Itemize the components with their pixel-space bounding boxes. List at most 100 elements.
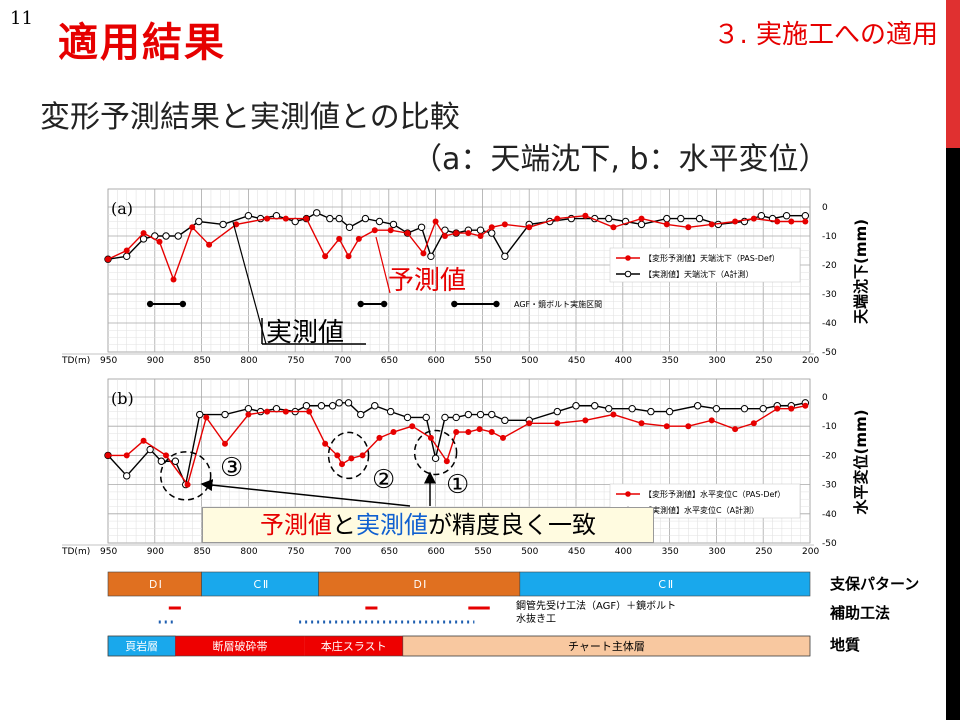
chart-b-series-point-0 bbox=[663, 423, 670, 430]
chart-a-range-end bbox=[179, 300, 187, 308]
chart-a-series-point-0 bbox=[206, 241, 213, 248]
chart-a-panel-label: (a) bbox=[111, 199, 133, 218]
chart-a-series-point-1 bbox=[488, 229, 496, 237]
chart-b-series-point-0 bbox=[774, 405, 781, 412]
geology-segment-label: チャート主体層 bbox=[568, 639, 645, 653]
chart-b-y-tick: -50 bbox=[822, 539, 837, 549]
chart-a-legend bbox=[609, 247, 801, 283]
chart-b-series-point-0 bbox=[334, 452, 341, 459]
agreement-text-3: 実測値 bbox=[356, 511, 428, 539]
chart-b-x-tick: 450 bbox=[568, 547, 585, 557]
chart-a-series-point-0 bbox=[233, 221, 240, 228]
measured-callout-line bbox=[232, 221, 267, 345]
chart-a-series-point-1 bbox=[174, 232, 182, 240]
chart-b-series-point-1 bbox=[403, 413, 412, 422]
chart-b-series-point-1 bbox=[693, 402, 702, 410]
page-title: 適用結果 bbox=[58, 20, 226, 66]
chart-b-series-point-1 bbox=[386, 407, 395, 416]
chart-a-series-point-0 bbox=[663, 221, 670, 228]
chart-a-legend-marker bbox=[624, 270, 632, 278]
chart-a-x-tick: 750 bbox=[287, 356, 304, 366]
geology-segment-label: 本庄スラスト bbox=[321, 639, 387, 653]
chart-a-range-end bbox=[357, 300, 364, 308]
chart-b-series-point-0 bbox=[443, 458, 450, 465]
chart-b-y-tick: 0 bbox=[822, 393, 828, 403]
chart-a-series-point-1 bbox=[663, 214, 671, 223]
chart-a-series-point-0 bbox=[708, 221, 715, 228]
chart-b-series-point-0 bbox=[123, 452, 130, 459]
chart-a-series-point-1 bbox=[757, 212, 766, 220]
chart-b-x-tick: 300 bbox=[708, 547, 725, 557]
chart-a-series-point-0 bbox=[140, 230, 147, 237]
chart-b-series-point-0 bbox=[708, 417, 715, 424]
chart-a-series-point-0 bbox=[554, 215, 561, 222]
chart-a-series-point-1 bbox=[417, 223, 426, 232]
chart-a-series-point-0 bbox=[477, 233, 484, 239]
chart-b-x-tick: 750 bbox=[287, 547, 304, 557]
chart-b-series-point-0 bbox=[105, 452, 111, 459]
subtitle-line-2: （a：天端沈下, b：水平変位） bbox=[412, 142, 829, 177]
chart-b-series-point-1 bbox=[157, 457, 166, 465]
chart-a-series-point-1 bbox=[244, 212, 253, 220]
chart-b-series-point-1 bbox=[572, 402, 580, 410]
chart-b-series-point-0 bbox=[453, 429, 460, 436]
chart-a-series-point-0 bbox=[441, 233, 448, 239]
chart-a-series-point-1 bbox=[361, 214, 370, 223]
chart-b-series-point-0 bbox=[685, 423, 692, 430]
chart-a-y-tick: -10 bbox=[822, 232, 837, 242]
chart-b-series-point-0 bbox=[582, 417, 589, 424]
agreement-callout: 予測値と実測値が精度良く一致 bbox=[202, 507, 654, 543]
chart-a-series-point-1 bbox=[501, 252, 509, 260]
chart-a-series-point-0 bbox=[345, 253, 352, 260]
chart-a-series-point-0 bbox=[501, 221, 508, 228]
chart-b-series-point-0 bbox=[306, 408, 313, 415]
chart-a-x-tick: 800 bbox=[240, 356, 257, 366]
chart-b-x-tick: 200 bbox=[802, 547, 819, 557]
accent-bar-black bbox=[946, 148, 960, 720]
chart-a-series-point-0 bbox=[303, 215, 310, 222]
chart-b-series-point-0 bbox=[499, 434, 506, 441]
support-segment-label: ＤⅠ bbox=[148, 578, 162, 591]
chart-b-x-tick: 350 bbox=[662, 547, 679, 557]
chart-b-series-point-1 bbox=[344, 399, 353, 407]
chart-a-y-tick: -50 bbox=[822, 348, 837, 358]
chart-b-x-tick: 600 bbox=[428, 547, 445, 557]
chart-a-range-end bbox=[146, 300, 154, 308]
chart-a-series-point-0 bbox=[802, 218, 809, 225]
chart-b-series-point-1 bbox=[431, 454, 440, 463]
chart-a-x-tick: 250 bbox=[755, 356, 772, 366]
chart-a-series-point-1 bbox=[427, 252, 435, 260]
measured-callout: 実測値 bbox=[266, 318, 344, 348]
accent-bar-red bbox=[946, 0, 960, 148]
marker-label-2: ② bbox=[372, 465, 395, 495]
chart-b-series-point-0 bbox=[465, 429, 472, 436]
chart-b-series-point-1 bbox=[605, 404, 613, 413]
chart-b-x-tick: 250 bbox=[755, 547, 772, 557]
chart-a-series-point-0 bbox=[432, 218, 439, 225]
chart-b-series-point-0 bbox=[732, 426, 739, 433]
chart-a-range-end bbox=[380, 300, 388, 308]
chart-a-series-point-0 bbox=[488, 224, 495, 231]
chart-a-x-tick: 200 bbox=[802, 356, 819, 366]
chart-b-y-tick: -10 bbox=[822, 422, 837, 432]
chart-a-series-point-0 bbox=[282, 215, 289, 222]
chart-b-series-point-0 bbox=[427, 434, 434, 441]
chart-a-x-tick: 450 bbox=[568, 356, 585, 366]
chart-b-x-tick: 700 bbox=[334, 547, 351, 557]
chart-b-series-point-1 bbox=[371, 402, 379, 410]
chart-a-y-tick: -30 bbox=[822, 290, 837, 300]
chart-b-series-point-0 bbox=[339, 461, 345, 468]
chart-b-series-point-0 bbox=[610, 411, 617, 418]
chart-a-series-point-0 bbox=[750, 215, 757, 222]
chart-a-series-point-1 bbox=[605, 214, 613, 223]
support-segment bbox=[318, 571, 521, 597]
chart-b-series-point-1 bbox=[476, 410, 485, 419]
chart-a-x-tick: 300 bbox=[708, 356, 725, 366]
chart-b-series-point-0 bbox=[526, 420, 533, 427]
chart-a-x-tick: 350 bbox=[662, 356, 679, 366]
chart-b-series-point-1 bbox=[591, 402, 599, 410]
geology-segment bbox=[304, 636, 403, 656]
predicted-callout: 予測値 bbox=[388, 266, 466, 296]
